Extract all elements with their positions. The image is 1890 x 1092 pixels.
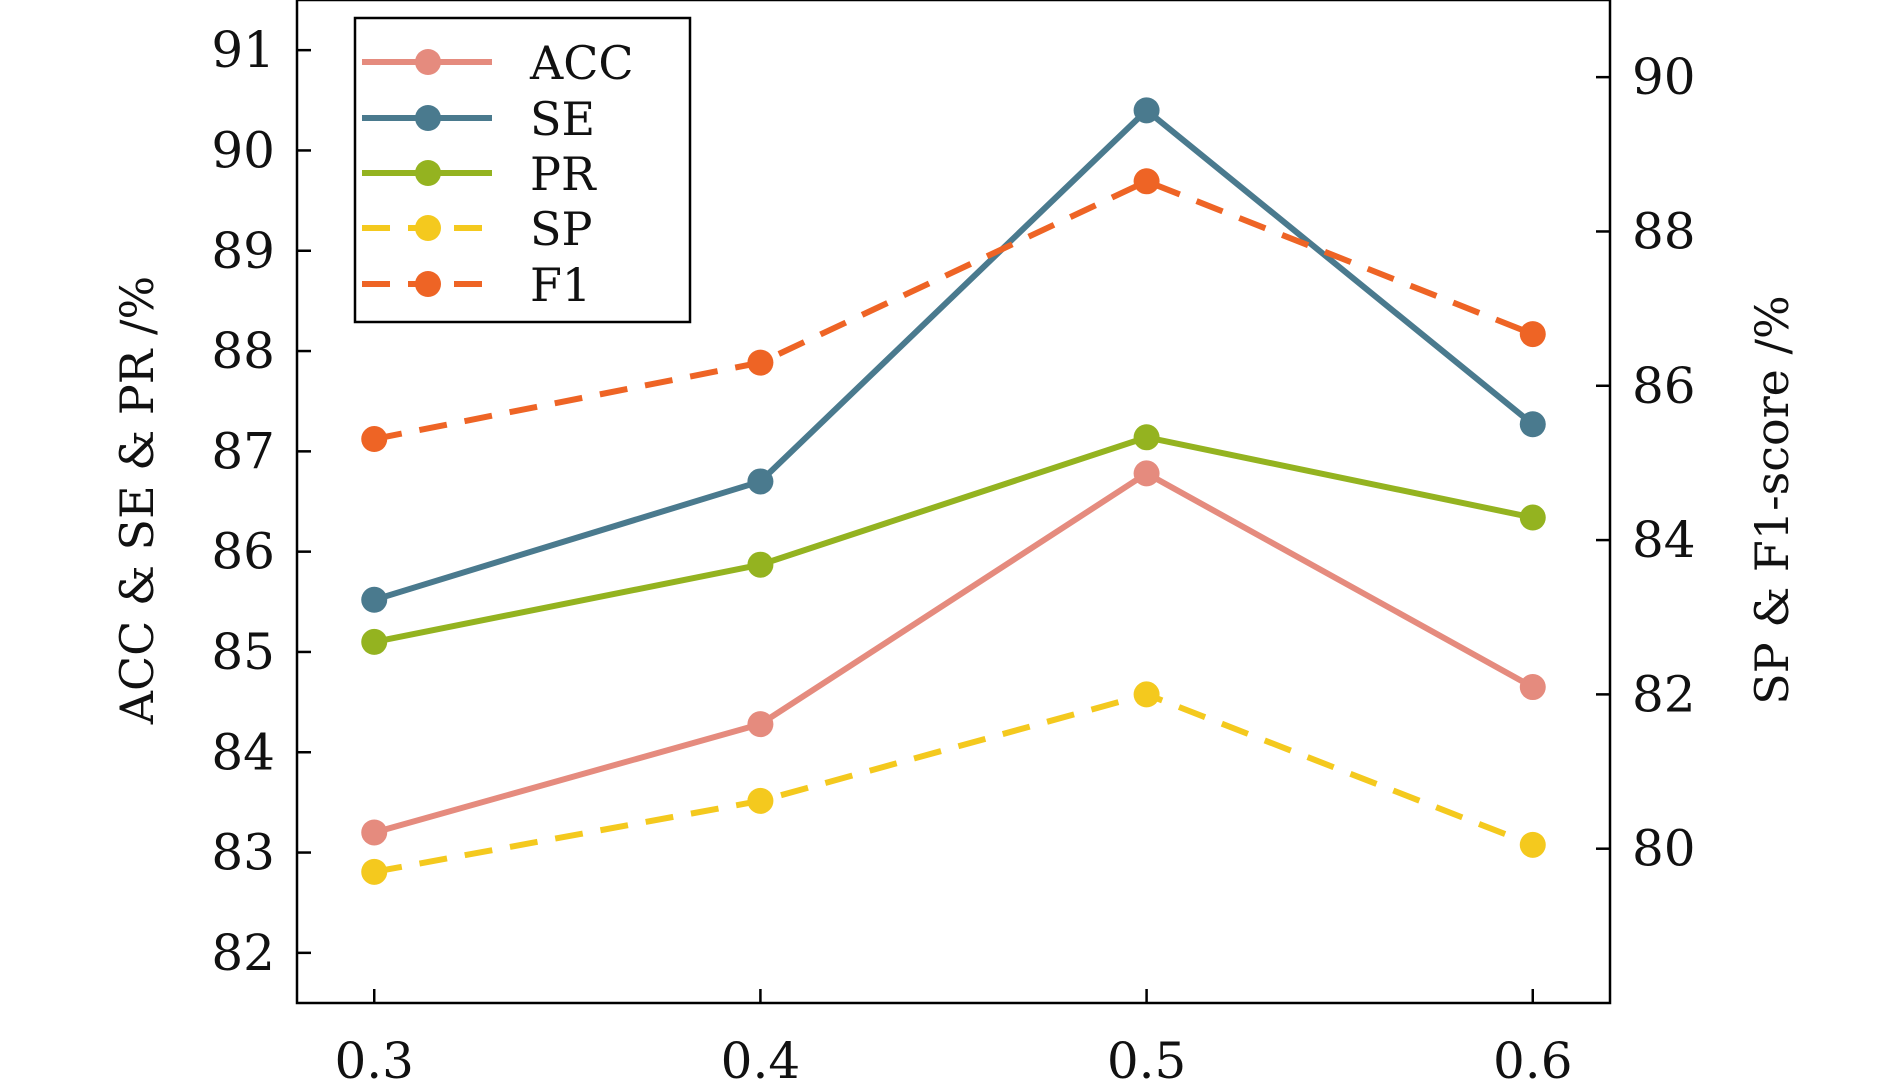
right-y-tick-label: 84 (1632, 511, 1696, 569)
data-point-se (361, 586, 388, 613)
left-y-tick-label: 82 (211, 924, 275, 982)
left-y-tick-label: 88 (211, 322, 275, 380)
x-axis: 0.3 0.4 0.5 0.6 (334, 989, 1573, 1090)
left-y-tick-label: 86 (211, 523, 275, 581)
right-y-tick-label: 86 (1632, 357, 1696, 415)
plot-frame (295, 0, 1612, 1005)
x-tick-label: 0.6 (1493, 1032, 1573, 1090)
legend-label-acc: ACC (529, 36, 634, 90)
legend-marker-f1 (415, 271, 441, 297)
left-y-tick-label: 84 (211, 723, 275, 781)
data-point-f1 (1519, 321, 1546, 348)
data-point-pr (747, 551, 774, 578)
x-tick-label: 0.4 (721, 1032, 801, 1090)
data-point-acc (1519, 674, 1546, 701)
data-point-sp (1519, 831, 1546, 858)
legend-marker-sp (415, 215, 441, 241)
legend-label-f1: F1 (530, 258, 591, 312)
data-point-pr (361, 628, 388, 655)
legend-marker-pr (415, 160, 441, 186)
plot-marks (361, 97, 1546, 885)
data-point-pr (1133, 424, 1160, 451)
left-y-tick-label: 87 (211, 422, 275, 480)
left-y-tick-label: 91 (211, 21, 275, 79)
left-y-tick-label: 89 (211, 222, 275, 280)
left-y-tick-label: 85 (211, 623, 275, 681)
legend-marker-se (415, 105, 441, 131)
data-point-se (1133, 97, 1160, 124)
data-point-f1 (747, 349, 774, 376)
data-point-f1 (1133, 168, 1160, 195)
x-tick-label: 0.3 (334, 1032, 414, 1090)
series-line-pr (373, 434, 1534, 645)
left-y-axis: 82 83 84 85 86 87 88 89 90 91 (211, 21, 311, 982)
data-point-sp (1133, 681, 1160, 708)
right-y-axis-label: SP & F1-score /% (1745, 295, 1799, 705)
data-point-acc (361, 819, 388, 846)
data-point-acc (1133, 460, 1160, 487)
right-y-tick-label: 82 (1632, 665, 1696, 723)
series-line-sp (373, 691, 1534, 875)
data-point-sp (361, 858, 388, 885)
data-point-sp (747, 787, 774, 814)
data-point-f1 (361, 426, 388, 453)
legend-label-se: SE (530, 92, 595, 146)
data-point-se (747, 468, 774, 495)
left-y-tick-label: 90 (211, 121, 275, 179)
series-line-se (373, 107, 1535, 603)
series-line-acc (373, 470, 1535, 836)
data-point-acc (747, 711, 774, 738)
x-tick-label: 0.5 (1107, 1032, 1187, 1090)
left-y-axis-label: ACC & SE & PR /% (110, 276, 164, 726)
legend-marker-acc (415, 49, 441, 75)
right-y-tick-label: 80 (1632, 820, 1696, 878)
right-y-tick-label: 88 (1632, 202, 1696, 260)
data-point-pr (1519, 504, 1546, 531)
right-y-axis: 80 82 84 86 88 90 (1596, 48, 1696, 878)
legend-label-sp: SP (530, 202, 592, 256)
data-point-se (1519, 411, 1546, 438)
series-line-f1 (373, 178, 1534, 442)
legend-label-pr: PR (530, 147, 597, 201)
right-y-tick-label: 90 (1632, 48, 1696, 106)
left-y-tick-label: 83 (211, 824, 275, 882)
